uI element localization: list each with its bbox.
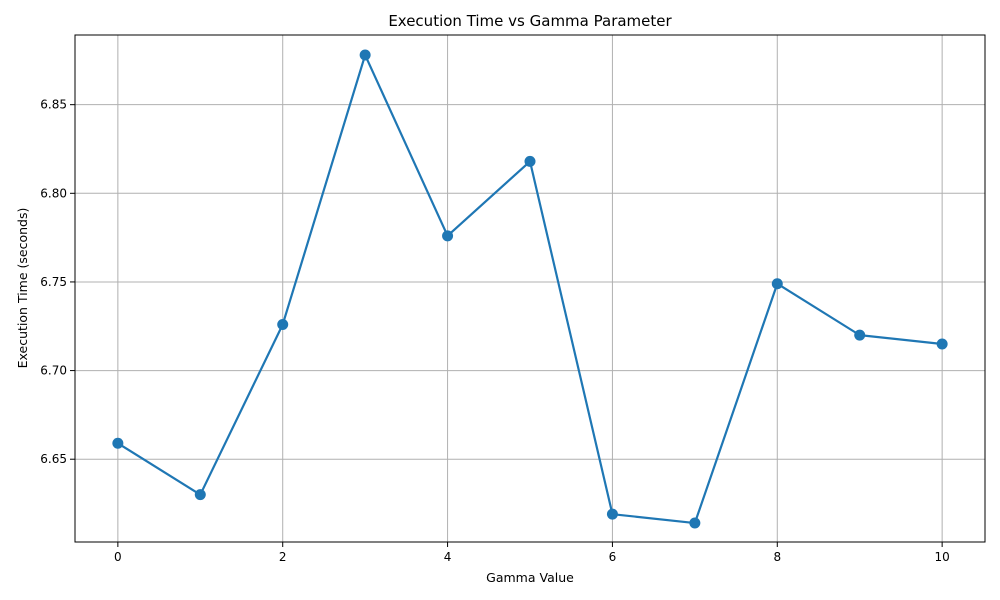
data-point [936,338,948,350]
y-tick-label: 6.75 [40,275,67,289]
x-tick-label: 4 [444,550,452,564]
data-point [442,230,454,242]
data-point [606,508,618,520]
plot-frame [74,34,986,543]
data-point [689,517,701,529]
y-tick-label: 6.65 [40,452,67,466]
x-tick-label: 10 [934,550,949,564]
x-axis-label: Gamma Value [486,570,574,585]
y-axis-label: Execution Time (seconds) [15,208,30,369]
data-point [771,278,783,290]
data-point [854,329,866,341]
x-tick-label: 2 [279,550,287,564]
x-tick-label: 0 [114,550,122,564]
data-point [277,318,289,330]
x-tick-label: 6 [609,550,617,564]
chart-title: Execution Time vs Gamma Parameter [388,12,672,30]
data-point [359,49,371,61]
y-tick-label: 6.80 [40,186,67,200]
x-tick-label: 8 [773,550,781,564]
data-point [524,155,536,167]
data-point [112,437,124,449]
y-tick-label: 6.70 [40,364,67,378]
series-layer [112,49,948,529]
axis-ticks: 0 2 4 6 8 10 6.65 6.70 6.75 6.80 6.85 [40,98,949,564]
y-tick-label: 6.85 [40,98,67,112]
data-point [194,489,206,501]
